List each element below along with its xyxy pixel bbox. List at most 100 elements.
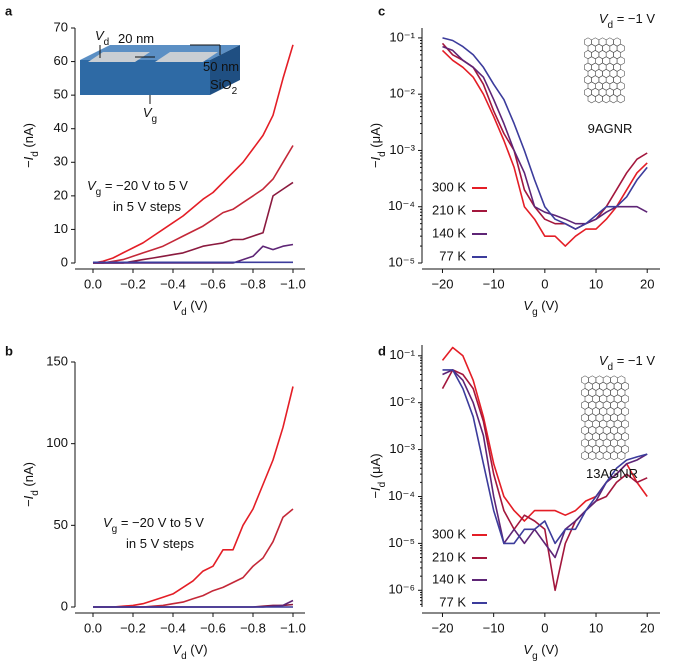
inset-label: SiO2 — [210, 77, 238, 97]
annotation: Vd = −1 V — [599, 353, 655, 373]
x-axis-label-part: V — [523, 298, 533, 313]
x-tick-label: −0.4 — [160, 620, 186, 635]
inset-label-part: SiO — [210, 77, 232, 92]
y-tick-label: 50 — [54, 517, 68, 532]
y-tick-label: 10⁻⁶ — [388, 582, 415, 597]
annotation-part: = −20 V to 5 V — [117, 515, 204, 530]
electrode — [88, 52, 150, 62]
legend-label: 140 K — [432, 571, 466, 586]
annotation: Vd = −1 V — [599, 11, 655, 31]
series-line — [92, 44, 294, 264]
y-axis-label-part: −I — [368, 487, 383, 499]
y-axis-label-part: d — [30, 151, 41, 157]
y-tick-label: 10⁻³ — [389, 142, 415, 157]
x-tick-label: 10 — [589, 276, 603, 291]
annotation-part: in 5 V steps — [126, 536, 194, 551]
y-axis-label-part: (μA) — [368, 453, 383, 481]
x-tick-label: −1.0 — [280, 276, 306, 291]
y-axis-label: −Id (nA) — [21, 462, 41, 507]
y-tick-label: 0 — [61, 598, 68, 613]
annotation: 9AGNR — [588, 121, 633, 136]
y-tick-label: 10⁻¹ — [389, 347, 415, 362]
series-line — [442, 45, 648, 225]
inset-label: Vd — [95, 28, 109, 48]
annotation-part: V — [599, 353, 609, 368]
molecule — [581, 375, 629, 461]
annotation-part: V — [599, 11, 609, 26]
inset-label-part: 50 nm — [203, 59, 239, 74]
legend-label: 210 K — [432, 549, 466, 564]
inset-label-part: d — [104, 37, 110, 48]
y-axis-label-part: (nA) — [21, 462, 36, 490]
inset-label-part: g — [152, 114, 158, 125]
y-tick-label: 10⁻¹ — [389, 29, 415, 44]
y-axis-label-part: −I — [368, 157, 383, 169]
x-tick-label: −0.2 — [120, 276, 146, 291]
x-tick-label: −20 — [431, 620, 453, 635]
panel-label: d — [378, 343, 386, 358]
annotation-part: d — [608, 20, 614, 31]
y-axis-label: −Id (μA) — [368, 123, 388, 168]
annotation: in 5 V steps — [126, 536, 194, 551]
x-tick-label: −10 — [483, 276, 505, 291]
x-tick-label: 10 — [589, 620, 603, 635]
x-axis-label-part: (V) — [187, 642, 208, 657]
series-line — [441, 346, 648, 522]
slab-front — [80, 60, 210, 95]
legend-label: 77 K — [439, 594, 466, 609]
y-tick-label: 10⁻² — [389, 86, 415, 101]
y-axis-label: −Id (nA) — [21, 123, 41, 168]
legend-label: 300 K — [432, 526, 466, 541]
x-axis-label-part: d — [181, 651, 187, 662]
series-line — [441, 369, 648, 592]
y-tick-label: 0 — [61, 254, 68, 269]
annotation: in 5 V steps — [113, 199, 181, 214]
series-line — [93, 386, 294, 608]
y-tick-label: 10⁻² — [389, 394, 415, 409]
annotation-part: 13AGNR — [586, 466, 638, 481]
y-tick-label: 100 — [46, 435, 68, 450]
y-axis-label-part: d — [30, 490, 41, 496]
annotation: 13AGNR — [586, 466, 638, 481]
y-axis-label-part: d — [377, 151, 388, 157]
x-tick-label: −0.6 — [200, 276, 226, 291]
panel-label: a — [5, 3, 13, 18]
y-tick-label: 20 — [54, 187, 68, 202]
molecule — [584, 37, 625, 104]
annotation-part: = −20 V to 5 V — [101, 178, 188, 193]
annotation: Vg = −20 V to 5 V — [87, 178, 188, 198]
x-axis-label-part: g — [532, 307, 538, 318]
y-axis-label-part: (nA) — [21, 123, 36, 151]
x-tick-label: −10 — [483, 620, 505, 635]
annotation-part: = −1 V — [613, 11, 655, 26]
x-tick-label: −1.0 — [280, 620, 306, 635]
series-line — [442, 37, 648, 230]
hexagon — [588, 451, 597, 461]
x-tick-label: −0.8 — [240, 276, 266, 291]
y-tick-label: 10⁻⁴ — [388, 488, 415, 503]
y-axis-label-part: −I — [21, 156, 36, 168]
x-tick-label: −0.2 — [120, 620, 146, 635]
annotation-part: V — [103, 515, 113, 530]
slab-side — [210, 45, 240, 95]
inset-label-part: V — [143, 105, 153, 120]
x-axis-label-part: (V) — [538, 298, 559, 313]
x-tick-label: −20 — [431, 276, 453, 291]
y-tick-label: 70 — [54, 19, 68, 34]
annotation-part: d — [608, 362, 614, 373]
device-inset — [80, 44, 240, 104]
legend-label: 210 K — [432, 202, 466, 217]
x-axis-label-part: V — [172, 642, 182, 657]
hexagon — [616, 94, 625, 104]
annotation-part: g — [112, 524, 118, 535]
series-line — [441, 49, 648, 247]
x-axis-label: Vg (V) — [523, 298, 558, 318]
x-tick-label: −0.8 — [240, 620, 266, 635]
x-axis-label-part: V — [523, 642, 533, 657]
y-tick-label: 60 — [54, 53, 68, 68]
y-tick-label: 30 — [54, 154, 68, 169]
inset-label: 50 nm — [203, 59, 239, 74]
x-tick-label: 0.0 — [84, 620, 102, 635]
annotation: Vg = −20 V to 5 V — [103, 515, 204, 535]
